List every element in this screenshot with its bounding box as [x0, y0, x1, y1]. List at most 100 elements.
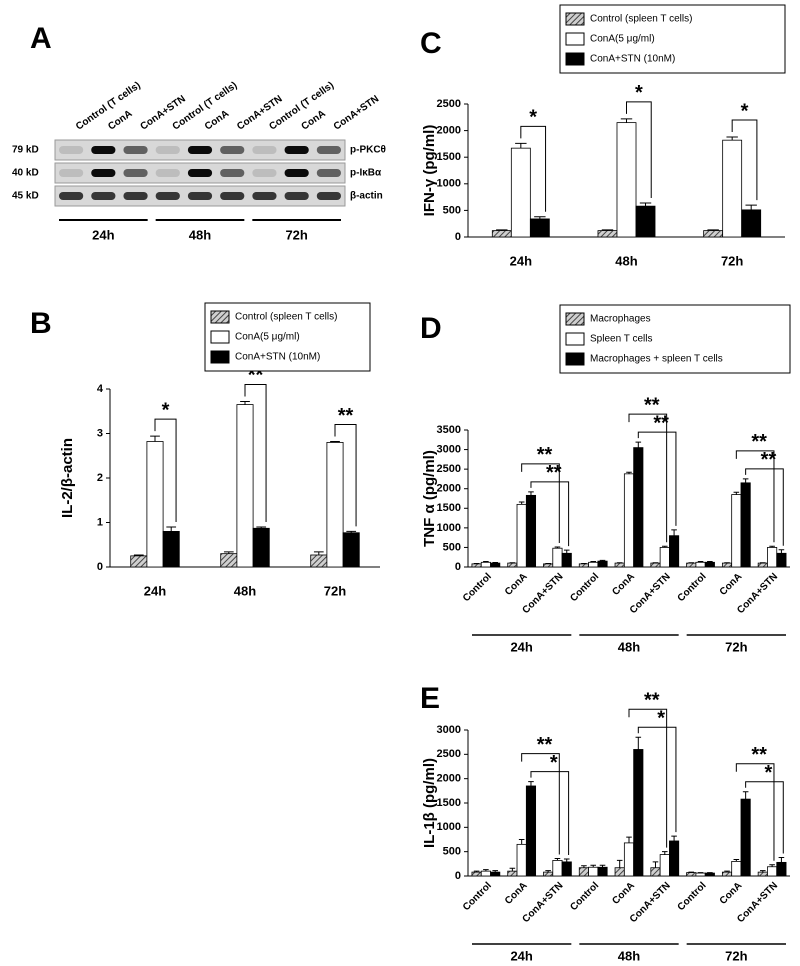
significance-bracket [530, 481, 570, 547]
error-bar [626, 836, 632, 843]
significance-mark: ** [537, 734, 553, 756]
x-tick-label: Control [461, 880, 494, 913]
panel-label: D [420, 312, 442, 345]
legend-swatch [210, 310, 230, 324]
y-tick-label: 500 [443, 846, 461, 858]
error-bar [563, 549, 570, 554]
bar [552, 860, 563, 877]
error-bar [707, 229, 719, 231]
blot-band [123, 192, 148, 200]
error-bar [769, 545, 775, 548]
error-bar [256, 526, 267, 529]
bar [162, 531, 180, 568]
legend-box [559, 4, 786, 74]
bar [578, 563, 589, 568]
significance-bracket [334, 424, 357, 527]
lane-label: ConA [300, 108, 328, 132]
bar [721, 871, 733, 877]
bar [529, 218, 550, 238]
bar [516, 843, 527, 877]
significance-bracket [244, 383, 267, 522]
x-tick-label: 24h [510, 253, 532, 268]
row-protein: β-actin [350, 191, 383, 202]
bar [731, 861, 742, 877]
bar [252, 527, 270, 568]
error-bar [590, 561, 597, 563]
x-tick-label: ConA [610, 880, 637, 907]
x-tick-label: 24h [144, 583, 166, 598]
x-tick-label: Control [676, 880, 709, 913]
bar [130, 555, 148, 568]
error-bar [778, 549, 785, 554]
blot-band [155, 192, 180, 200]
error-bar [671, 529, 677, 536]
bar [695, 872, 706, 877]
blot-band [91, 146, 116, 154]
y-tick-label: 500 [443, 541, 461, 553]
bar [633, 447, 644, 568]
significance-bracket [735, 450, 775, 543]
legend-label: Spleen T cells [590, 334, 652, 345]
bar [490, 562, 501, 568]
y-tick-label: 0 [455, 231, 461, 243]
significance-bracket [735, 763, 775, 861]
error-bar [473, 870, 480, 873]
lane-label: ConA [203, 108, 231, 132]
error-bar [528, 781, 534, 786]
error-bar [639, 202, 652, 207]
x-tick-label: 72h [721, 253, 743, 268]
bar [704, 872, 715, 877]
blot-band [123, 169, 148, 177]
bar [686, 562, 697, 568]
significance-bracket [637, 431, 677, 526]
bar [516, 503, 527, 568]
error-bar [697, 561, 704, 563]
bar [471, 871, 482, 877]
bar [310, 554, 328, 568]
y-tick-label: 2500 [437, 463, 461, 475]
bar [220, 553, 238, 568]
y-tick-label: 2000 [437, 125, 461, 137]
time-label: 72h [285, 227, 307, 242]
bar [704, 561, 715, 568]
error-bar [620, 118, 633, 123]
blot-band [220, 192, 245, 200]
y-tick-label: 2000 [437, 483, 461, 495]
row-protein: p-PKCθ [350, 145, 386, 156]
error-bar [534, 216, 546, 219]
error-bar [599, 559, 606, 562]
error-bar [240, 400, 250, 405]
x-tick-label: 72h [324, 583, 346, 598]
legend-swatch [210, 330, 230, 344]
error-bar [518, 501, 525, 505]
x-tick-label: ConA [503, 880, 530, 907]
error-bar [726, 136, 738, 141]
error-bar [590, 864, 597, 868]
bar [767, 866, 778, 877]
significance-mark: ** [751, 431, 767, 453]
y-tick-label: 1500 [437, 797, 461, 809]
blot-band [59, 169, 84, 177]
bar [776, 552, 787, 568]
y-tick-label: 1000 [437, 821, 461, 833]
blot-band [155, 146, 180, 154]
bar [722, 139, 743, 238]
panel-label: C [420, 27, 442, 60]
significance-bracket [520, 125, 547, 212]
y-tick-label: 2000 [437, 773, 461, 785]
y-tick-label: 1 [97, 516, 103, 528]
significance-bracket [745, 781, 784, 854]
error-bar [313, 551, 324, 555]
x-tick-label: ConA [503, 571, 530, 598]
lane-label: ConA [106, 108, 134, 132]
bar [740, 482, 751, 568]
row-size: 40 kD [12, 168, 39, 179]
significance-mark: * [741, 100, 749, 122]
y-axis-label: IL-1β (pg/ml) [421, 758, 438, 848]
error-bar [223, 551, 234, 554]
group-label: 72h [725, 639, 747, 654]
blot-band [187, 192, 213, 200]
error-bar [671, 835, 677, 841]
error-bar [733, 858, 740, 862]
significance-bracket [745, 468, 784, 546]
